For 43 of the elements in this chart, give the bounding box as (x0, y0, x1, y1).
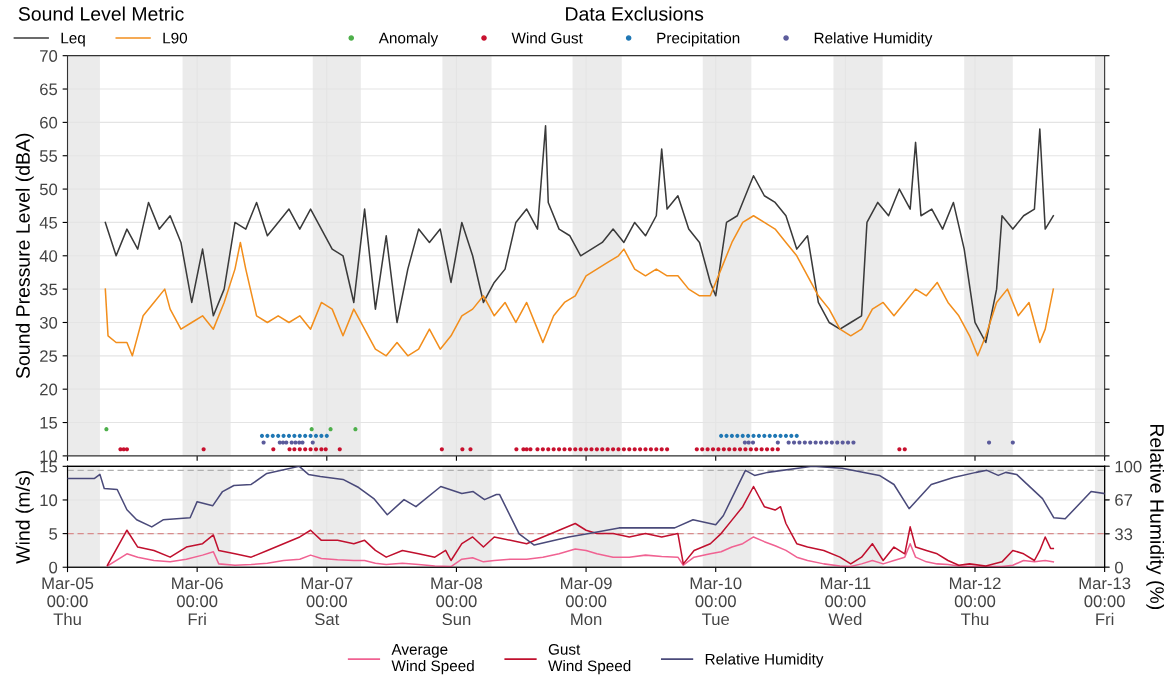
y-tick-label: 65 (40, 83, 58, 96)
y-tick-label: 35 (39, 283, 58, 296)
x-tick-label: Mar-12 00:00 Thu (949, 577, 1001, 626)
y2-tick-label: 100 (1115, 460, 1142, 473)
y-tick-label: 20 (40, 383, 58, 396)
legend-label: Wind Gust (511, 32, 583, 44)
y-tick-label: 40 (39, 250, 58, 262)
y-tick-label: 70 (40, 50, 58, 62)
y-tick-label: 55 (39, 150, 58, 162)
legend-label: Relative Humidity (705, 653, 824, 668)
y-tick-label: 60 (40, 116, 58, 129)
y-tick-label: 0 (49, 561, 58, 574)
x-tick-label: Mar-07 00:00 Sat (301, 577, 353, 626)
legend-label: Precipitation (657, 32, 740, 47)
legend-label: Relative Humidity (814, 32, 933, 47)
text: Data Exclusions (566, 6, 704, 21)
y2-tick-label: 0 (1115, 561, 1123, 574)
x-tick-label: Mar-05 00:00 Thu (42, 577, 94, 626)
legend-label: Leq (61, 32, 85, 47)
y-axis-title: Sound Pressure Level (dBA) (15, 133, 34, 379)
legend-label: Average Wind Speed (391, 644, 474, 675)
y-tick-label: 50 (39, 183, 58, 196)
y-tick-label: 10 (40, 494, 58, 507)
y-tick-label: 15 (40, 460, 58, 473)
legend-label: L90 (163, 32, 188, 44)
y-tick-label: 30 (39, 316, 58, 329)
x-tick-label: Mar-09 00:00 Mon (561, 577, 612, 626)
y-tick-label: 15 (40, 417, 58, 429)
y-tick-label: 5 (49, 528, 58, 540)
x-tick-label: Mar-08 00:00 Sun (431, 577, 483, 626)
legend-label: Gust Wind Speed (548, 643, 631, 675)
y-axis-title: Wind (m/s) (15, 471, 34, 564)
x-tick-label: Mar-06 00:00 Fri (172, 577, 223, 625)
x-tick-label: Mar-11 00:00 Wed (820, 577, 871, 626)
y-tick-label: 25 (40, 350, 58, 363)
y-tick-label: 45 (39, 217, 58, 229)
y2-tick-label: 67 (1115, 494, 1133, 506)
legend-label: Anomaly (378, 32, 439, 47)
y2-tick-label: 33 (1114, 528, 1133, 541)
x-tick-label: Mar-10 00:00 Tue (690, 577, 742, 626)
y2-axis-title: Relative Humidity (%) (1146, 424, 1164, 610)
x-tick-label: Mar-13 00:00 Fri (1079, 577, 1131, 625)
legend-title: Sound Level Metric (18, 6, 184, 21)
